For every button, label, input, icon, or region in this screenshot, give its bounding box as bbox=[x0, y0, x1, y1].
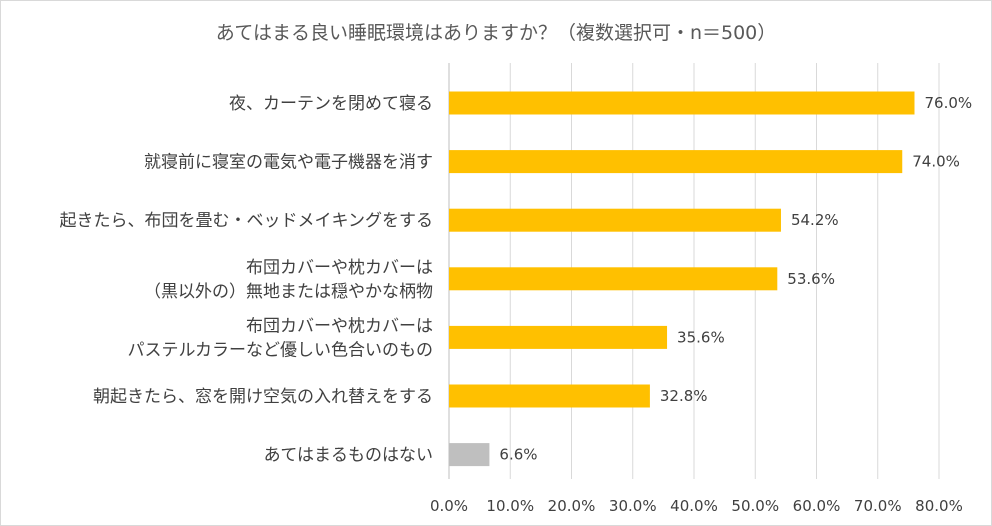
value-label: 53.6% bbox=[787, 270, 835, 288]
category-label-line: 起きたら、布団を畳む・ベッドメイキングをする bbox=[60, 211, 434, 231]
category-label-line: 布団カバーや枕カバーは bbox=[246, 258, 433, 278]
category-label: 起きたら、布団を畳む・ベッドメイキングをする bbox=[60, 211, 434, 231]
x-tick-label: 20.0% bbox=[548, 497, 596, 515]
x-tick-label: 0.0% bbox=[430, 497, 468, 515]
value-label: 6.6% bbox=[499, 446, 537, 464]
bar bbox=[449, 150, 903, 174]
x-tick-label: 30.0% bbox=[609, 497, 657, 515]
value-label: 54.2% bbox=[791, 211, 839, 229]
x-tick-label: 70.0% bbox=[854, 497, 902, 515]
bar bbox=[449, 267, 778, 291]
chart-title: あてはまる良い睡眠環境はありますか？（複数選択可・n＝500） bbox=[216, 22, 777, 44]
category-label-line: 朝起きたら、窓を開け空気の入れ替えをする bbox=[93, 387, 433, 407]
bar bbox=[449, 443, 490, 467]
category-label-line: パステルカラーなど優しい色合いのもの bbox=[128, 340, 434, 360]
category-labels: 夜、カーテンを閉めて寝る就寝前に寝室の電気や電子機器を消す起きたら、布団を畳む・… bbox=[60, 93, 434, 466]
value-labels: 76.0% 74.0% 54.2% 53.6% 35.6% 32.8% 6.6% bbox=[499, 94, 972, 464]
x-axis-ticks: 0.0% 10.0% 20.0% 30.0% 40.0% 50.0% 60.0% 70.0% 8… bbox=[430, 497, 963, 515]
value-label: 32.8% bbox=[660, 387, 708, 405]
category-label: 朝起きたら、窓を開け空気の入れ替えをする bbox=[93, 387, 433, 407]
x-tick-label: 50.0% bbox=[731, 497, 779, 515]
category-label-line: 夜、カーテンを閉めて寝る bbox=[229, 93, 433, 114]
category-label: あてはまるものはない bbox=[264, 446, 433, 466]
x-tick-label: 60.0% bbox=[793, 497, 841, 515]
category-label: 就寝前に寝室の電気や電子機器を消す bbox=[144, 152, 433, 173]
value-label: 76.0% bbox=[925, 94, 973, 112]
category-label-line: 就寝前に寝室の電気や電子機器を消す bbox=[144, 152, 433, 173]
x-tick-label: 10.0% bbox=[486, 497, 534, 515]
value-label: 35.6% bbox=[677, 328, 725, 346]
category-label: 夜、カーテンを閉めて寝る bbox=[229, 93, 433, 114]
bar bbox=[449, 384, 650, 408]
category-label-line: あてはまるものはない bbox=[264, 446, 433, 466]
category-label-line: （黒以外の）無地または穏やかな柄物 bbox=[144, 282, 433, 302]
bar bbox=[449, 91, 915, 115]
category-label: 布団カバーや枕カバーはパステルカラーなど優しい色合いのもの bbox=[128, 316, 434, 360]
bar bbox=[449, 325, 668, 349]
category-label-line: 布団カバーや枕カバーは bbox=[246, 316, 433, 336]
category-label: 布団カバーや枕カバーは （黒以外の）無地または穏やかな柄物 bbox=[144, 258, 433, 302]
x-tick-label: 40.0% bbox=[670, 497, 718, 515]
x-tick-label: 80.0% bbox=[915, 497, 963, 515]
bar bbox=[449, 208, 781, 232]
bars bbox=[449, 91, 915, 467]
value-label: 74.0% bbox=[912, 153, 960, 171]
